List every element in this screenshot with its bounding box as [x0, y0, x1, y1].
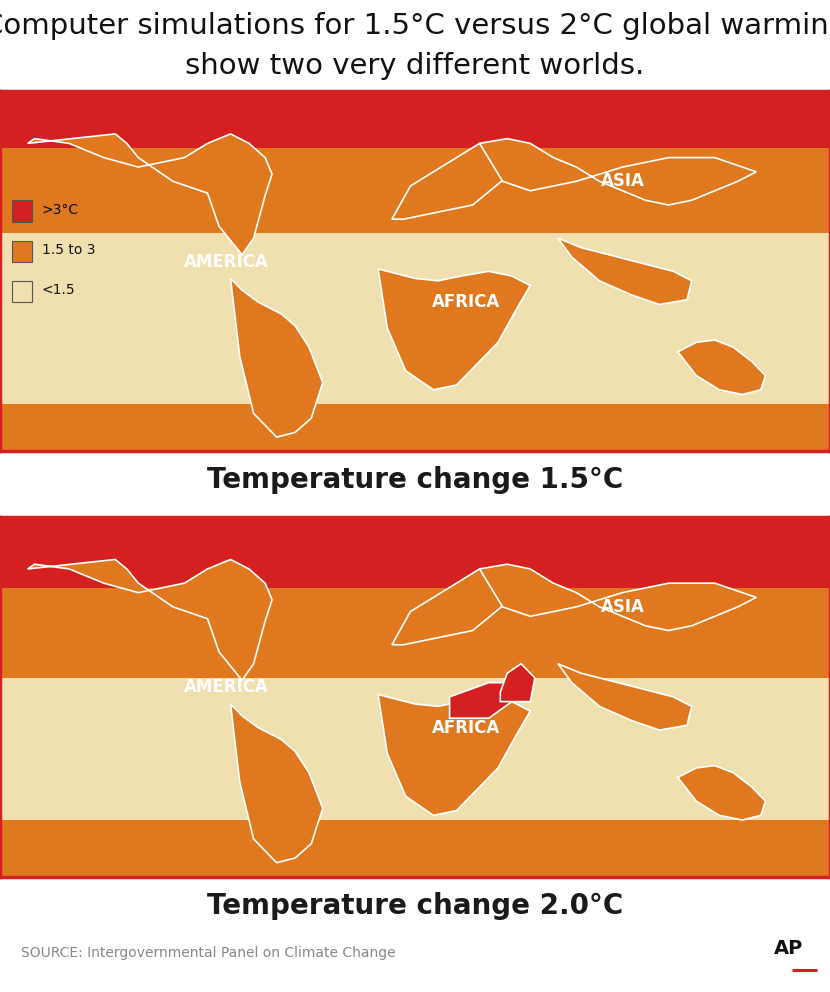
- Polygon shape: [678, 766, 765, 820]
- Text: <1.5: <1.5: [42, 284, 76, 298]
- Polygon shape: [231, 279, 323, 437]
- Text: show two very different worlds.: show two very different worlds.: [185, 52, 645, 79]
- Text: AFRICA: AFRICA: [432, 718, 500, 737]
- Text: 1.5 to 3: 1.5 to 3: [42, 243, 95, 257]
- Polygon shape: [558, 238, 691, 305]
- Text: ASIA: ASIA: [601, 598, 644, 616]
- Bar: [0, 588, 830, 678]
- Polygon shape: [500, 664, 535, 701]
- Text: AFRICA: AFRICA: [432, 293, 500, 311]
- Polygon shape: [678, 340, 765, 395]
- Text: AMERICA: AMERICA: [183, 679, 268, 696]
- Text: AMERICA: AMERICA: [183, 253, 268, 271]
- Text: SOURCE: Intergovernmental Panel on Climate Change: SOURCE: Intergovernmental Panel on Clima…: [21, 946, 395, 960]
- Bar: [0, 148, 830, 233]
- Polygon shape: [392, 569, 507, 645]
- Polygon shape: [480, 564, 756, 631]
- Polygon shape: [558, 664, 691, 730]
- Bar: [0, 517, 830, 588]
- Text: Temperature change 1.5°C: Temperature change 1.5°C: [207, 466, 623, 494]
- Bar: [12, 281, 32, 303]
- Bar: [12, 200, 32, 221]
- Bar: [12, 240, 32, 262]
- Bar: [0, 404, 830, 451]
- Text: Computer simulations for 1.5°C versus 2°C global warming: Computer simulations for 1.5°C versus 2°…: [0, 12, 830, 40]
- Polygon shape: [231, 704, 323, 863]
- Text: AP: AP: [774, 939, 803, 958]
- Polygon shape: [450, 682, 512, 718]
- Bar: [0, 91, 830, 148]
- Polygon shape: [378, 694, 530, 815]
- Bar: [0, 820, 830, 877]
- Polygon shape: [392, 144, 507, 219]
- Text: Temperature change 2.0°C: Temperature change 2.0°C: [207, 892, 623, 920]
- Polygon shape: [480, 139, 756, 205]
- Polygon shape: [27, 559, 272, 681]
- Polygon shape: [27, 134, 272, 255]
- Text: >3°C: >3°C: [42, 202, 79, 216]
- Polygon shape: [378, 269, 530, 390]
- Text: ASIA: ASIA: [601, 173, 644, 190]
